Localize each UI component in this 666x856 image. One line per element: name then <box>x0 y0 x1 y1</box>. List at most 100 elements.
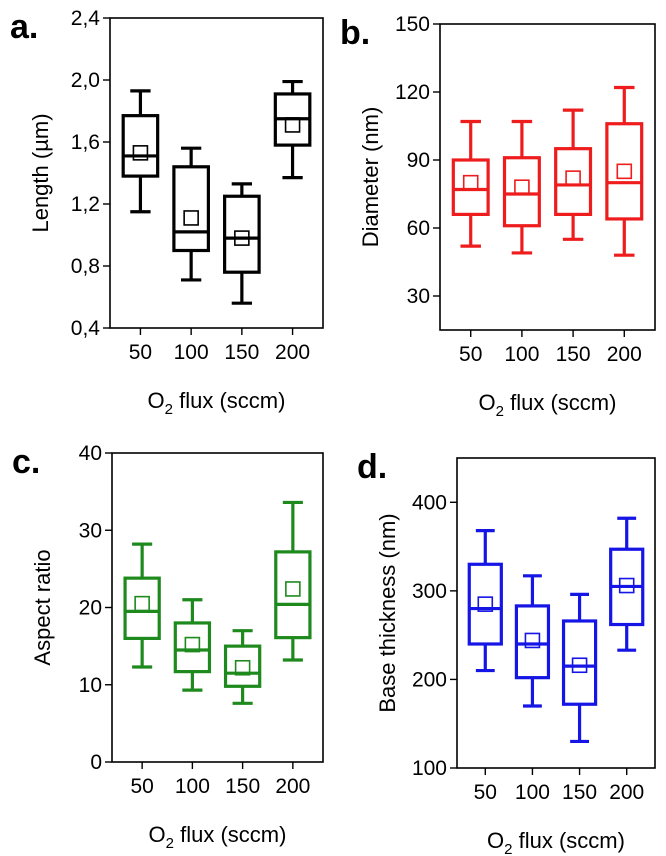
box-100 <box>172 146 210 282</box>
mean-marker <box>184 636 201 653</box>
x-tick-label: 150 <box>224 341 259 364</box>
mean-marker <box>234 230 250 246</box>
y-tick-label: 300 <box>412 580 447 603</box>
panel-letter: c. <box>12 443 40 481</box>
plot-frame <box>109 17 324 329</box>
x-tick-label: 150 <box>225 775 260 798</box>
mean-marker <box>284 117 301 133</box>
mean-marker <box>616 163 633 180</box>
y-tick-label: 0 <box>90 751 102 774</box>
mean-marker <box>285 581 301 597</box>
panel-letter: b. <box>340 14 370 52</box>
box-150 <box>223 629 262 705</box>
x-tick-label: 100 <box>175 775 210 798</box>
y-tick-label: 20 <box>79 597 102 620</box>
y-tick-label: 40 <box>79 442 102 465</box>
iqr-box <box>172 165 210 253</box>
iqr-box <box>502 156 541 228</box>
y-axis-title: Diameter (nm) <box>358 107 383 248</box>
mean-marker <box>571 657 588 674</box>
mean-marker <box>477 596 494 612</box>
iqr-box <box>223 194 261 274</box>
box-200 <box>274 500 312 662</box>
y-tick-label: 0,4 <box>71 317 101 340</box>
y-tick-label: 2,4 <box>71 7 101 30</box>
mean-marker <box>183 210 199 226</box>
x-tick-label: 50 <box>130 775 153 798</box>
mean-marker <box>134 595 150 612</box>
panel-c: c. 0 10 20 30 40 50 100 150 200 Aspect ratio O2 flu… <box>12 442 324 852</box>
x-axis-title: O2 flux (sccm) <box>149 822 287 852</box>
y-tick-label: 30 <box>407 285 430 308</box>
y-axis-title: Aspect ratio <box>30 549 55 665</box>
y-tick-label: 100 <box>412 757 447 780</box>
panel-letter: d. <box>357 448 387 486</box>
x-axis-title: O2 flux (sccm) <box>479 390 617 420</box>
box-100 <box>173 598 212 692</box>
y-tick-label: 60 <box>407 217 430 240</box>
x-tick-label: 200 <box>607 343 642 366</box>
y-tick-label: 30 <box>79 519 102 542</box>
y-axis-title: Base thickness (nm) <box>375 513 400 712</box>
y-tick-label: 2,0 <box>71 69 100 92</box>
y-tick-label: 0,8 <box>71 255 100 278</box>
box-50 <box>121 89 160 214</box>
y-tick-label: 10 <box>79 674 102 697</box>
box-200 <box>605 85 644 257</box>
iqr-box <box>274 550 312 640</box>
iqr-box <box>173 621 212 674</box>
iqr-box <box>223 644 262 688</box>
box-50 <box>451 119 490 248</box>
iqr-box <box>451 158 490 217</box>
mean-marker <box>565 170 581 186</box>
box-200 <box>609 516 645 652</box>
plot-frame <box>456 457 656 769</box>
x-tick-label: 150 <box>562 781 597 804</box>
x-axis-title: O2 flux (sccm) <box>487 828 625 856</box>
iqr-box <box>123 576 161 641</box>
x-tick-label: 200 <box>275 775 310 798</box>
x-tick-label: 100 <box>504 343 539 366</box>
box-150 <box>554 108 593 241</box>
x-axis-title: O2 flux (sccm) <box>148 388 286 418</box>
y-tick-label: 120 <box>395 81 430 104</box>
box-50 <box>467 529 503 673</box>
box-150 <box>561 592 598 744</box>
mean-marker <box>514 179 530 195</box>
box-100 <box>502 119 541 255</box>
y-tick-label: 200 <box>412 668 447 691</box>
y-tick-label: 150 <box>395 13 430 36</box>
box-100 <box>514 574 551 708</box>
y-tick-label: 1,6 <box>71 131 100 154</box>
x-tick-label: 50 <box>129 341 152 364</box>
panel-letter: a. <box>10 8 38 46</box>
x-tick-label: 50 <box>474 781 497 804</box>
iqr-box <box>514 604 551 680</box>
mean-marker <box>132 145 149 161</box>
x-tick-label: 150 <box>556 343 591 366</box>
mean-marker <box>462 174 479 191</box>
box-200 <box>273 79 312 180</box>
mean-marker <box>524 632 541 649</box>
iqr-box <box>554 147 593 217</box>
box-50 <box>123 542 161 669</box>
iqr-box <box>561 619 598 706</box>
plot-frame <box>439 23 656 331</box>
mean-marker <box>234 659 251 676</box>
y-axis-title: Length (µm) <box>28 113 53 232</box>
x-tick-label: 50 <box>459 343 482 366</box>
box-150 <box>223 182 261 305</box>
x-tick-label: 100 <box>515 781 550 804</box>
x-tick-label: 200 <box>609 781 644 804</box>
iqr-box <box>605 122 644 221</box>
panel-b: b. 30 60 90 120 150 50 100 150 200 Diameter (nm) O2… <box>340 13 656 420</box>
panel-a: a. 0,4 0,8 1,2 1,6 2,0 2,4 50 100 150 200 Length (µ… <box>10 7 324 418</box>
y-tick-label: 400 <box>412 491 447 514</box>
x-tick-label: 100 <box>174 341 209 364</box>
y-tick-label: 1,2 <box>71 193 100 216</box>
x-tick-label: 200 <box>275 341 310 364</box>
iqr-box <box>467 562 503 646</box>
mean-marker <box>618 577 635 594</box>
y-tick-label: 90 <box>407 149 430 172</box>
